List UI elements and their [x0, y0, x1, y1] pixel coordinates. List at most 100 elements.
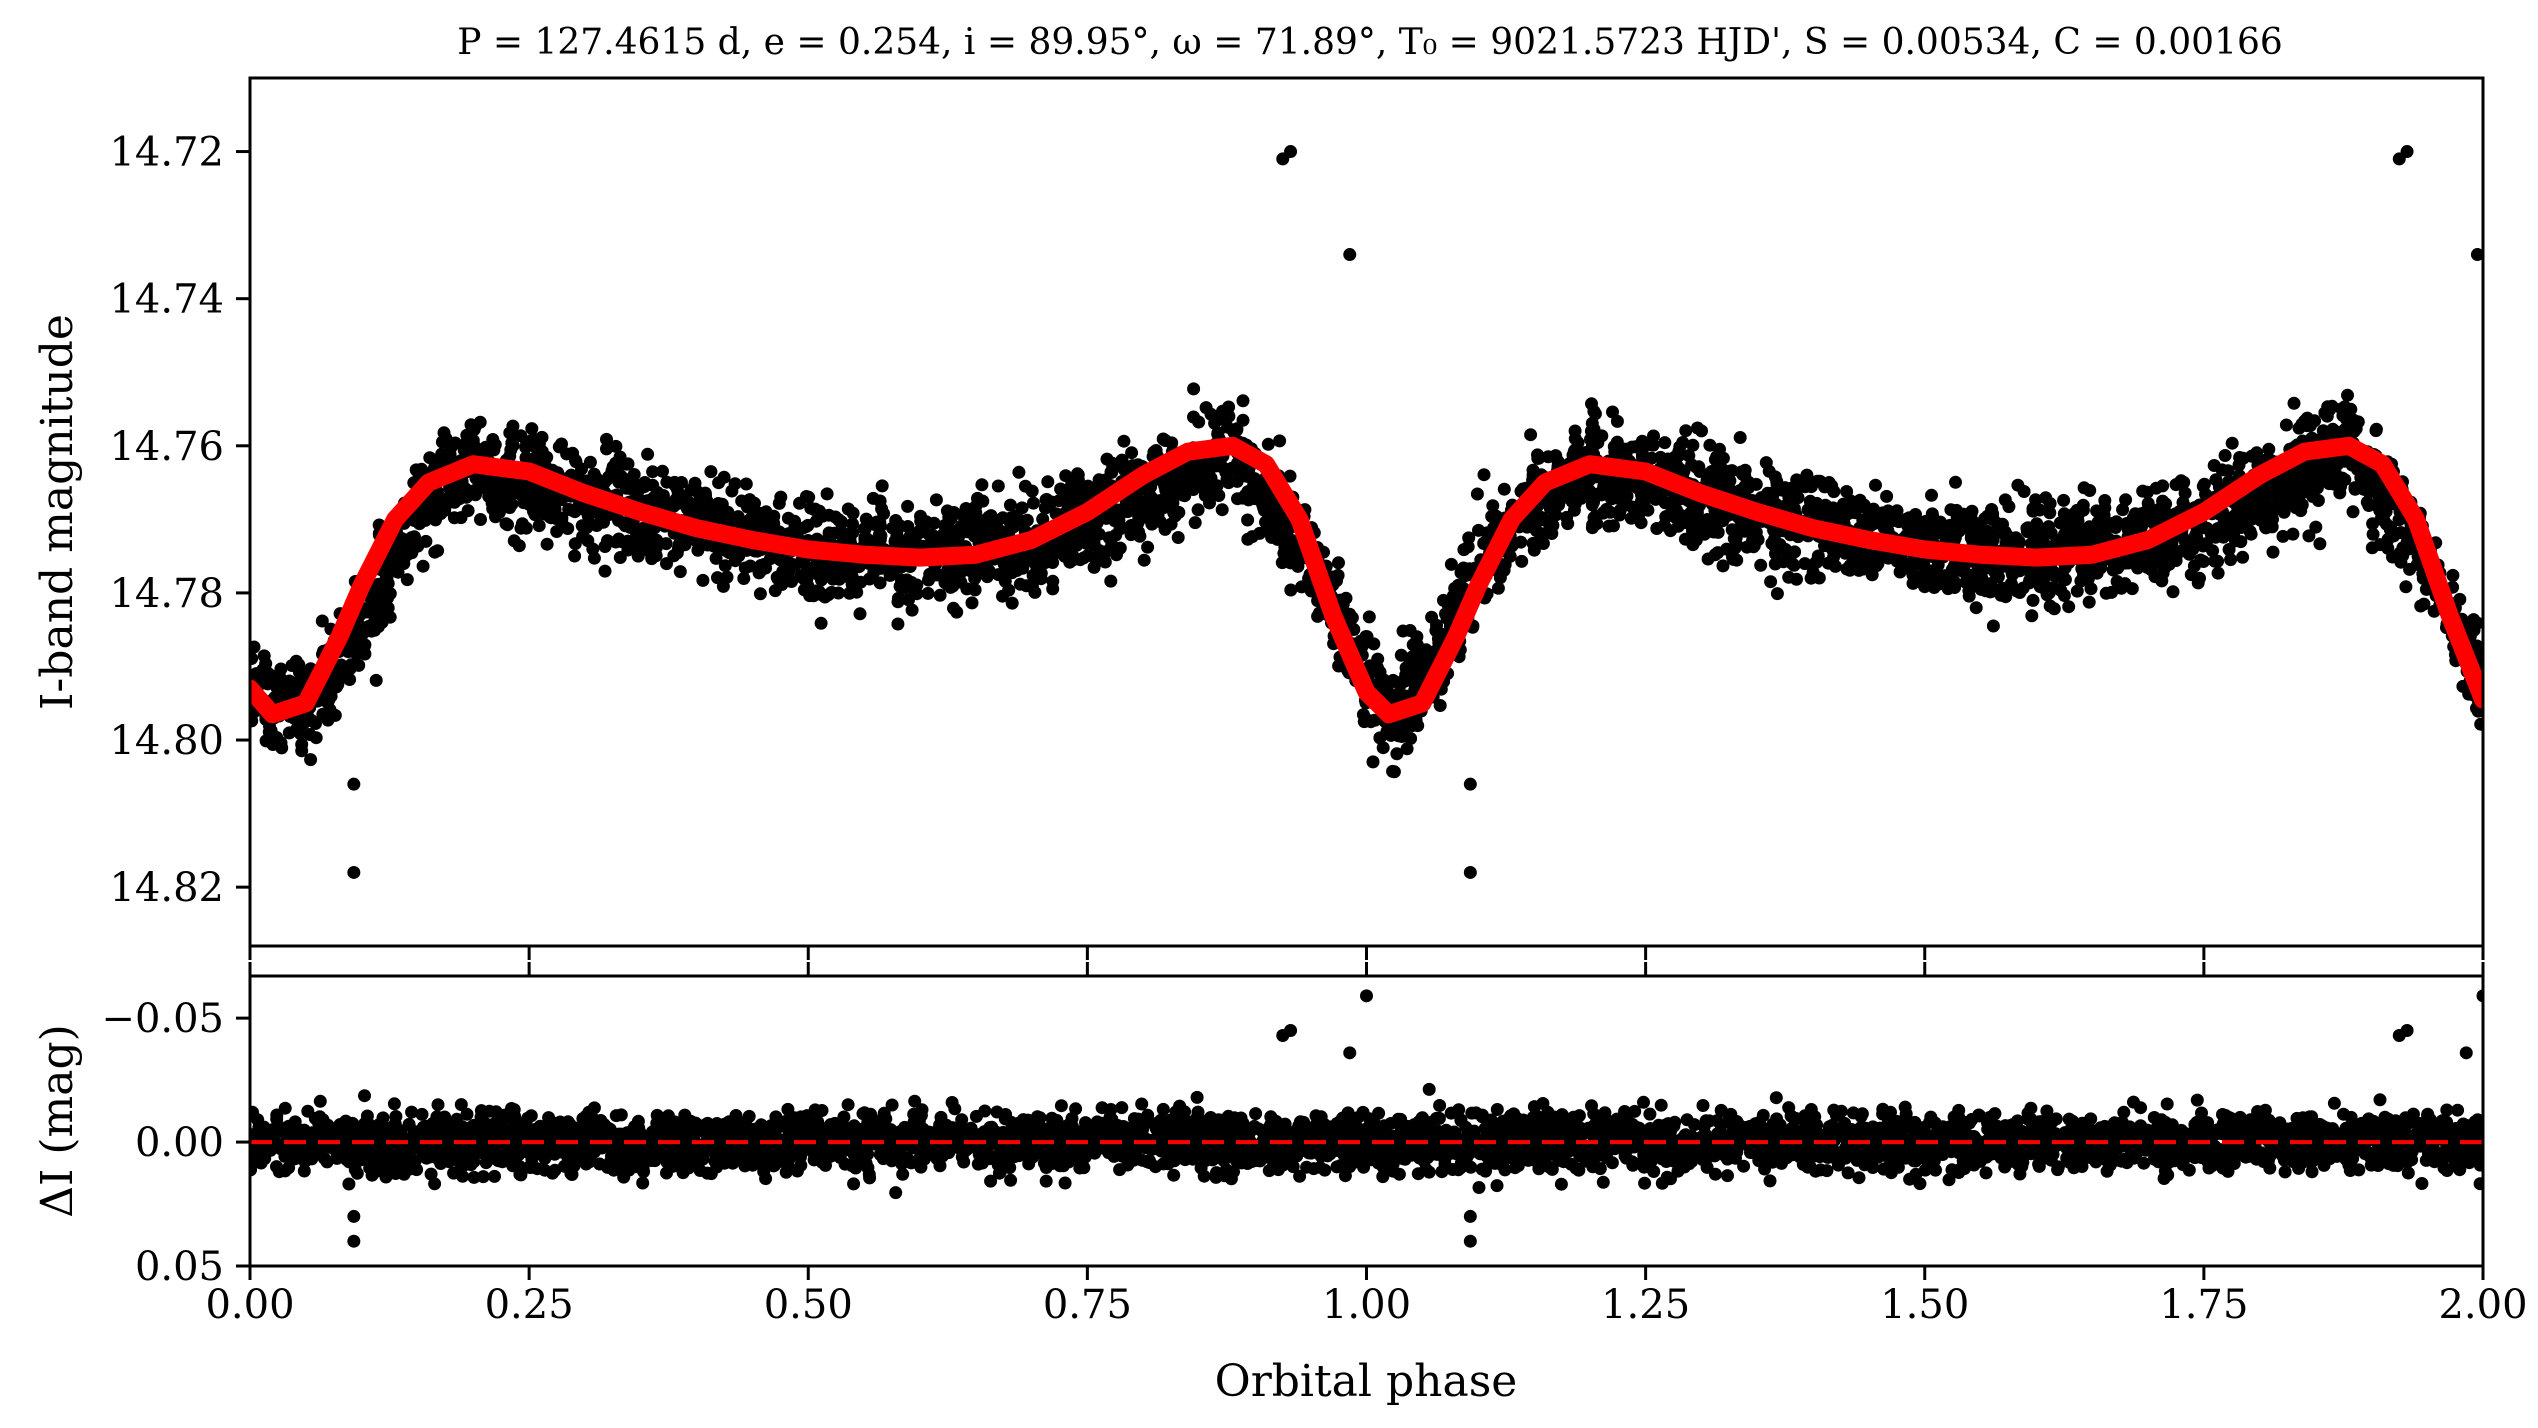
data-point	[1444, 557, 1458, 571]
data-point	[929, 493, 943, 507]
data-point	[996, 589, 1009, 603]
data-point	[1098, 555, 1112, 569]
data-point	[1756, 491, 1769, 505]
data-point	[2308, 414, 2322, 428]
data-point	[1678, 532, 1692, 546]
outlier-point	[1463, 777, 1477, 791]
data-point	[716, 579, 730, 593]
data-point	[618, 478, 632, 492]
data-point	[368, 621, 382, 635]
data-point	[2234, 535, 2248, 549]
data-point	[1394, 648, 1408, 662]
data-point	[1249, 489, 1263, 502]
data-point	[2147, 556, 2161, 570]
data-point	[329, 678, 343, 692]
data-point	[1691, 421, 1704, 435]
top-y-axis-label-text: I-band magnitude	[32, 314, 83, 710]
data-point	[1932, 577, 1946, 591]
data-point	[1677, 516, 1691, 530]
data-point	[2286, 527, 2300, 541]
data-point	[814, 616, 828, 630]
data-point	[971, 519, 985, 533]
data-point	[2083, 484, 2097, 497]
data-point	[2417, 597, 2431, 611]
model-curve	[250, 436, 2483, 724]
outlier-point	[347, 865, 361, 879]
data-point	[1215, 503, 1229, 517]
data-point	[1833, 504, 1847, 518]
data-point	[295, 738, 309, 751]
data-point	[981, 568, 995, 582]
data-point	[2369, 424, 2383, 438]
data-point	[1990, 516, 2004, 530]
data-point	[1188, 516, 1202, 530]
data-point	[2250, 446, 2264, 460]
data-point	[901, 499, 915, 513]
data-point	[1689, 460, 1703, 474]
data-point	[1158, 522, 1172, 536]
data-point	[1754, 558, 1768, 572]
data-point	[1497, 482, 1511, 496]
data-point	[515, 517, 529, 531]
data-point	[2070, 584, 2084, 598]
data-point	[1284, 556, 1298, 570]
data-point	[1825, 479, 1839, 493]
data-point	[1765, 537, 1779, 550]
data-point	[1115, 453, 1129, 467]
data-point	[725, 484, 739, 498]
data-point	[1002, 561, 1016, 575]
data-point	[525, 422, 539, 436]
data-point	[718, 559, 732, 573]
data-point	[2236, 550, 2250, 564]
data-point	[1880, 489, 1894, 503]
data-point	[2341, 388, 2354, 402]
data-point	[1404, 732, 1418, 745]
data-point	[2152, 503, 2166, 517]
data-point	[466, 433, 480, 447]
data-point	[2266, 545, 2280, 559]
data-point	[928, 537, 942, 551]
data-point	[2474, 717, 2483, 731]
data-point	[1117, 434, 1131, 448]
data-point	[797, 556, 811, 570]
data-point	[561, 522, 575, 535]
data-point	[568, 537, 582, 551]
data-point	[270, 731, 284, 744]
data-point	[1969, 523, 1983, 537]
data-point	[681, 494, 694, 508]
data-point	[1566, 448, 1580, 462]
residual-point	[1422, 1082, 1436, 1096]
data-point	[801, 518, 815, 532]
data-point	[743, 559, 757, 573]
data-point	[439, 498, 453, 512]
data-point	[1668, 450, 1682, 464]
data-point	[902, 593, 915, 607]
data-point	[737, 572, 751, 585]
data-point	[1222, 409, 1236, 423]
data-point	[637, 480, 651, 494]
data-point	[1788, 545, 1802, 559]
data-point	[1759, 456, 1773, 470]
data-point	[1711, 546, 1725, 560]
data-point	[537, 507, 551, 521]
data-point	[870, 515, 884, 529]
data-point	[1039, 493, 1053, 507]
data-point	[1728, 525, 1742, 539]
data-point	[933, 588, 947, 602]
data-point	[1219, 466, 1233, 480]
data-point	[891, 591, 905, 605]
data-point	[834, 516, 848, 530]
data-point	[600, 432, 613, 446]
data-point	[1470, 487, 1484, 501]
data-point	[1847, 553, 1860, 567]
y-tick-label: 14.80	[109, 718, 224, 764]
data-point	[641, 447, 655, 461]
data-point	[1812, 499, 1826, 513]
data-point	[1738, 521, 1752, 535]
data-point	[2058, 573, 2072, 587]
data-point	[959, 502, 973, 515]
data-point	[1897, 560, 1911, 574]
observation-points	[250, 382, 2483, 779]
data-point	[1658, 436, 1672, 450]
